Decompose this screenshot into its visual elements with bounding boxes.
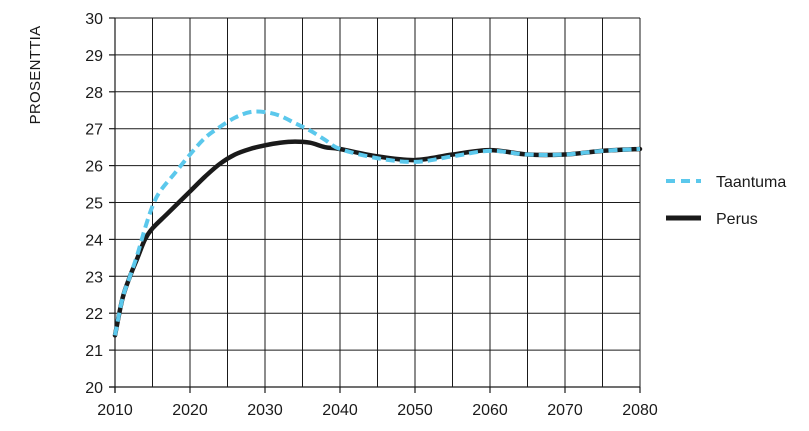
x-tick-label: 2010: [97, 402, 133, 419]
y-tick-label: 24: [85, 232, 103, 249]
x-tick-label: 2030: [247, 402, 283, 419]
x-tick-label: 2050: [397, 402, 433, 419]
y-tick-label: 26: [85, 159, 103, 176]
y-tick-label: 21: [85, 343, 103, 360]
y-tick-label: 25: [85, 196, 103, 213]
legend-label-taantuma: Taantuma: [716, 174, 786, 191]
x-tick-label: 2060: [472, 402, 508, 419]
axes: [109, 17, 641, 393]
x-tick-label: 2080: [622, 402, 658, 419]
y-tick-label: 23: [85, 269, 103, 286]
legend: Taantuma Perus: [666, 174, 786, 228]
y-axis-label: PROSENTTIA: [27, 26, 44, 125]
series-lines: [112, 109, 643, 338]
x-tick-label: 2020: [172, 402, 208, 419]
legend-label-perus: Perus: [716, 211, 758, 228]
x-tick-label: 2040: [322, 402, 358, 419]
y-tick-label: 30: [85, 11, 103, 28]
y-tick-label: 20: [85, 380, 103, 397]
y-tick-label: 27: [85, 122, 103, 139]
y-tick-label: 28: [85, 85, 103, 102]
y-tick-label: 22: [85, 306, 103, 323]
x-tick-label: 2070: [547, 402, 583, 419]
y-tick-label: 29: [85, 48, 103, 65]
tick-labels: 20 21 22 23 24 25 26 27 28 29 30 2010 2020 2030 2040 20…: [85, 11, 658, 419]
series-line-taantuma: [113, 109, 641, 336]
grid: [115, 17, 641, 387]
